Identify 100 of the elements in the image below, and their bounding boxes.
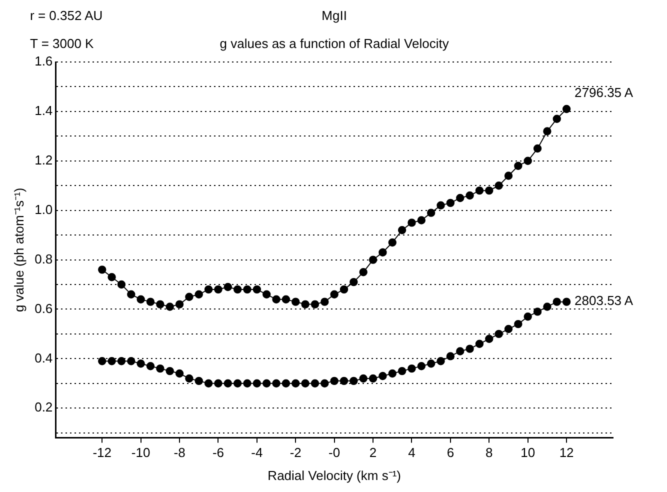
point [504, 172, 513, 180]
point [524, 312, 532, 321]
point [543, 302, 552, 311]
point [485, 334, 494, 344]
point [98, 357, 106, 366]
point [456, 347, 464, 356]
point [446, 198, 455, 208]
point [524, 156, 532, 165]
x-axis-title: Radial Velocity (km s⁻¹) [268, 468, 401, 483]
point [562, 298, 571, 306]
point [359, 374, 368, 383]
point [514, 320, 522, 328]
x-tick-label: -12 [92, 445, 112, 460]
x-tick-label: -8 [174, 445, 186, 460]
point [552, 298, 561, 306]
point [282, 295, 290, 304]
point [436, 357, 445, 366]
point [252, 285, 262, 294]
point [494, 182, 503, 190]
point [166, 302, 174, 311]
point [175, 300, 184, 308]
y-tick-label: 0.6 [34, 300, 53, 316]
point [446, 352, 455, 360]
point [378, 248, 387, 256]
point [475, 340, 484, 348]
point [320, 379, 329, 388]
point [224, 379, 232, 388]
point [330, 290, 338, 299]
x-tick-label: -4 [251, 445, 263, 460]
series-label: 2803.53 A [574, 292, 634, 308]
point [350, 376, 358, 386]
point [408, 364, 416, 373]
point [292, 379, 300, 388]
y-tick-label: 1.2 [34, 152, 53, 168]
point [194, 290, 203, 299]
point [350, 278, 358, 286]
point [136, 295, 145, 304]
point [426, 360, 436, 368]
x-tick-label: 12 [559, 445, 574, 460]
point [301, 300, 310, 308]
point [417, 216, 426, 224]
point [301, 379, 310, 388]
point [98, 266, 106, 274]
point [485, 186, 494, 195]
point [398, 366, 406, 376]
point [562, 104, 571, 114]
point [272, 295, 280, 304]
point [136, 360, 145, 368]
point [408, 218, 416, 227]
text: r = 0.352 AU [30, 8, 103, 23]
point [194, 376, 203, 386]
point [466, 344, 474, 353]
x-tick-label: 6 [446, 445, 454, 460]
y-tick-label: 1.4 [34, 103, 53, 118]
point [388, 238, 396, 247]
series-label: 2796.35 A [574, 84, 634, 100]
point [156, 300, 164, 308]
point [117, 280, 126, 289]
point [543, 127, 552, 136]
text: T = 3000 K [30, 36, 94, 51]
point [233, 285, 242, 294]
point [426, 208, 436, 217]
point [340, 376, 348, 386]
point [359, 268, 368, 276]
point [494, 330, 503, 338]
point [552, 114, 561, 123]
point [117, 357, 126, 366]
point [320, 298, 329, 306]
point [108, 357, 116, 366]
point [514, 162, 522, 170]
x-tick-label: 10 [520, 445, 536, 460]
point [504, 324, 513, 334]
point [127, 290, 136, 299]
point [533, 308, 542, 316]
point [214, 285, 222, 294]
point [388, 369, 396, 378]
point [292, 298, 300, 306]
point [166, 366, 174, 376]
x-tick-label: -6 [212, 445, 224, 460]
point [214, 379, 222, 388]
point [185, 374, 194, 383]
x-tick-label: 2 [369, 445, 377, 460]
point [243, 285, 252, 294]
x-tick-label: -2 [290, 445, 302, 460]
chart-title: MgII [322, 8, 347, 23]
point [436, 201, 445, 210]
point [175, 369, 184, 378]
chart-subtitle: g values as a function of Radial Velocity [220, 36, 449, 51]
point [233, 379, 242, 388]
point [127, 357, 136, 366]
point [340, 285, 348, 294]
y-tick-label: 0.4 [34, 350, 53, 366]
point [310, 379, 320, 388]
point [368, 374, 378, 383]
x-tick-label: -0 [328, 445, 340, 460]
y-tick-label: 0.8 [34, 251, 53, 266]
point [262, 290, 271, 299]
point [224, 282, 232, 292]
point [330, 376, 338, 386]
x-tick-label: -10 [131, 445, 150, 460]
